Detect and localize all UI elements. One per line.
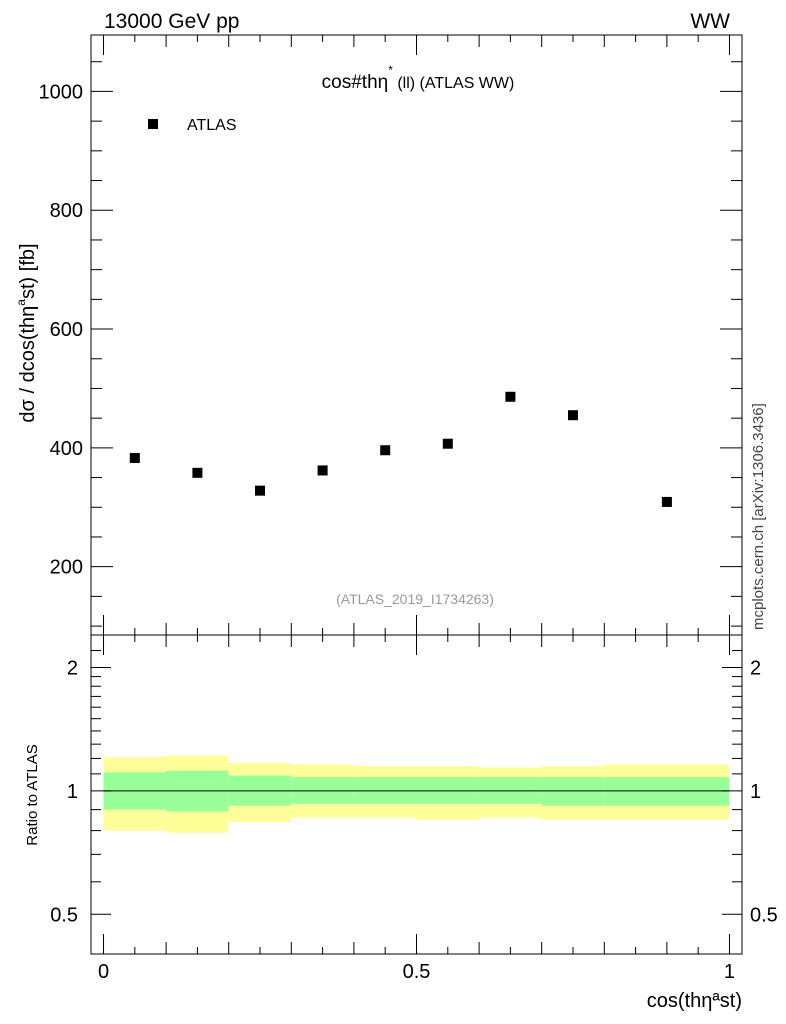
ratio-y-axis: 0.5 0.5 1 1 2 2 [50,634,778,955]
ratio-y-tick-label: 0.5 [50,904,78,926]
ratio-panel: 0.5 0.51 12 2 0 0.5 1 Ratio to ATLAS cos(thηª… [24,634,778,1012]
inner-band-bin [541,777,605,806]
main-y-tick-label: 1000 [39,81,84,103]
main-ylabel-pre: dσ / dcos(thη [17,306,39,423]
main-title-text: cos#thη [322,72,389,93]
data-point [317,465,328,476]
main-ylabel-post: st) [fb] [17,243,39,299]
main-y-axis-label: dσ / dcos(thηast) [fb] [14,243,39,422]
ratio-y-tick-label: 2 [67,657,78,679]
x-axis-label: cos(thηªst) [647,990,742,1012]
main-plot-title: cos#thη* (ll) (ATLAS WW) [322,63,515,93]
data-point [661,496,672,507]
ratio-y-tick-label: 1 [67,781,78,803]
main-x-ticks [103,35,730,635]
ratio-y-axis-label: Ratio to ATLAS [24,744,41,845]
main-ylabel-sup: a [14,299,28,306]
ratio-uncertainty-bands [103,755,730,833]
legend: ATLAS [148,117,237,134]
data-point [442,438,453,449]
main-title-rest: (ll) (ATLAS WW) [393,75,514,92]
analysis-watermark: (ATLAS_2019_I1734263) [336,591,494,607]
atlas-data-points [129,391,672,507]
inner-band-bin [604,777,730,806]
main-y-tick-label: 200 [50,557,83,579]
main-title-sup: * [388,63,393,77]
source-side-label: mcplots.cern.ch [arXiv:1306.3436] [750,403,767,630]
main-y-tick-label: 600 [50,319,83,341]
main-y-tick-label: 400 [50,438,83,460]
ratio-x-tick-label: 1 [724,961,735,983]
main-panel: 200 400 600 800 1000 cos#thη* (ll) (ATLAS WW… [14,34,743,636]
legend-marker-atlas [148,119,158,129]
ratio-y-tick-label-right: 2 [750,657,761,679]
data-point [505,391,516,402]
process-label: WW [690,10,730,33]
main-y-tick-label: 800 [50,200,83,222]
legend-label-atlas: ATLAS [187,117,237,134]
data-point [192,467,203,478]
ratio-x-axis: 0 0.5 1 [98,635,735,983]
ratio-x-tick-label: 0 [98,961,109,983]
ratio-x-tick-label: 0.5 [403,961,431,983]
ratio-y-tick-label-right: 0.5 [750,904,778,926]
data-point [567,410,578,421]
energy-label: 13000 GeV pp [104,10,239,33]
main-y-axis: 200 400 600 800 1000 [39,61,742,627]
ratio-y-tick-label-right: 1 [750,781,761,803]
data-point [380,445,391,456]
data-point [129,452,140,463]
data-point [255,485,266,496]
